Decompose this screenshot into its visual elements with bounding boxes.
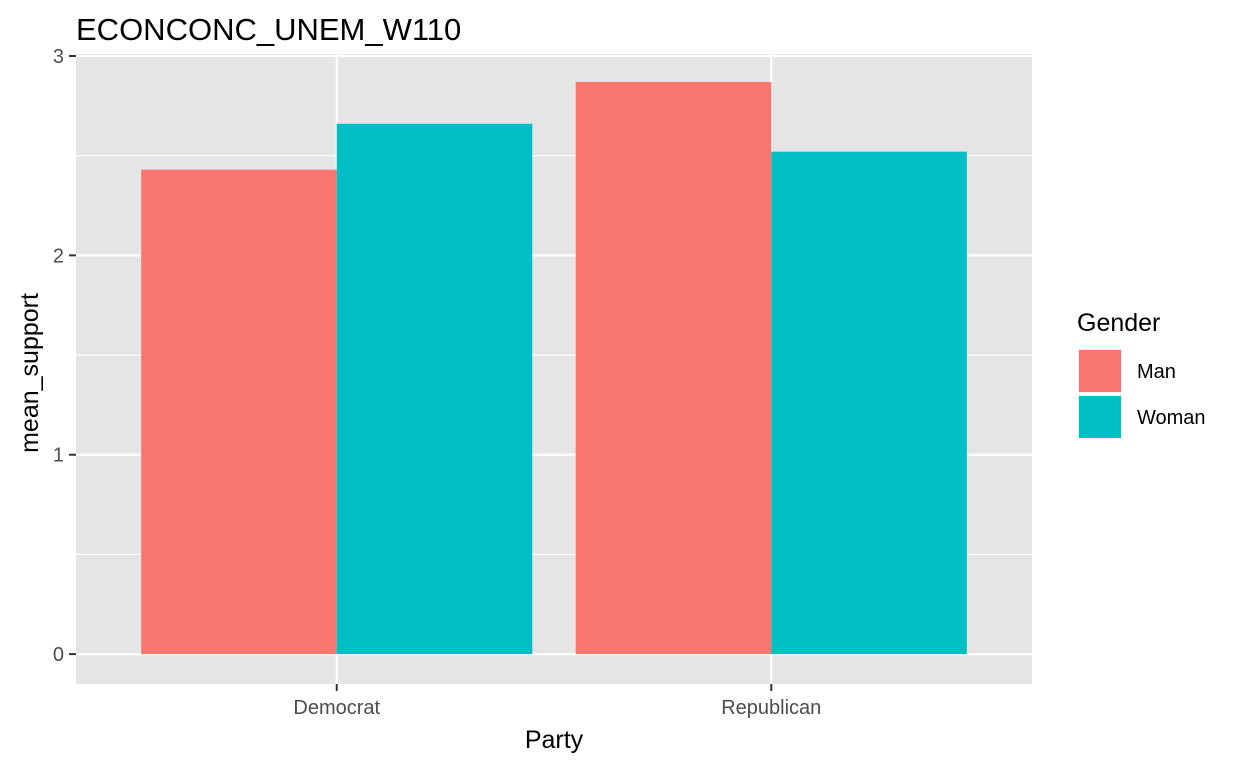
y-axis-title: mean_support [16, 293, 44, 453]
x-axis-title: Party [525, 726, 584, 754]
bars [141, 81, 967, 655]
y-tick-label: 2 [53, 245, 64, 267]
y-tick-label: 0 [53, 644, 64, 666]
x-tick-label: Democrat [293, 697, 380, 719]
y-tick-label: 3 [53, 46, 64, 68]
legend-label-man: Man [1137, 361, 1176, 383]
legend-key-man [1079, 350, 1121, 392]
legend-label-woman: Woman [1137, 407, 1206, 429]
x-axis: Democrat Republican [293, 684, 821, 719]
x-tick-label: Republican [721, 697, 821, 719]
bar-woman-republican [771, 151, 967, 655]
bar-man-democrat [141, 169, 337, 655]
legend-key-woman [1079, 396, 1121, 438]
bar-man-republican [575, 81, 772, 655]
bar-woman-democrat [336, 123, 533, 655]
legend: Gender Man Woman [1077, 309, 1206, 439]
y-tick-label: 1 [53, 445, 64, 467]
y-axis: 0 1 2 3 [53, 46, 76, 666]
legend-title: Gender [1077, 309, 1160, 337]
chart-title: ECONCONC_UNEM_W110 [76, 12, 461, 47]
